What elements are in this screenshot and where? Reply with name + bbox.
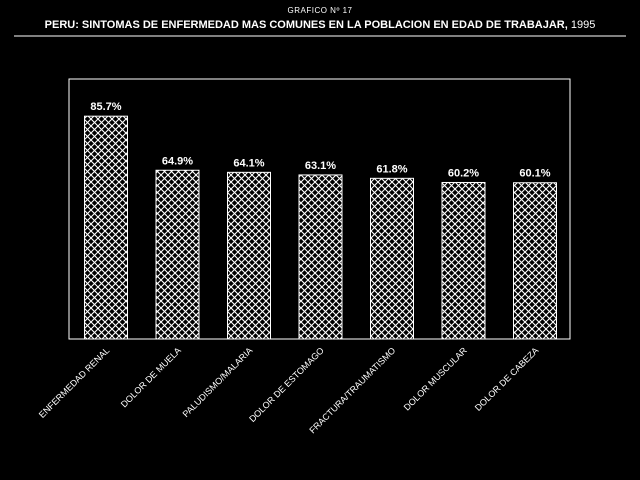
data-label-5: 61.8% xyxy=(376,163,407,175)
bar-1 xyxy=(84,115,128,340)
data-label-6: 60.2% xyxy=(448,167,479,179)
tick-label-7: DOLOR DE CABEZA xyxy=(473,345,541,413)
chart-title-main: PERU: SINTOMAS DE ENFERMEDAD MAS COMUNES… xyxy=(45,19,568,31)
tick-label-4: DOLOR DE ESTOMAGO xyxy=(247,345,326,424)
tick-label-6: DOLOR MUSCULAR xyxy=(402,345,470,413)
data-label-4: 63.1% xyxy=(305,160,336,172)
bars-layer xyxy=(84,115,557,340)
data-label-7: 60.1% xyxy=(519,168,550,180)
bar-3 xyxy=(227,171,271,340)
chart-supertitle: GRAFICO Nº 17 xyxy=(288,6,353,15)
chart-title-year: 1995 xyxy=(571,19,595,31)
bar-5 xyxy=(370,177,414,340)
tick-labels-layer: ENFERMEDAD RENAL DOLOR DE MUELAPALUDISMO/… xyxy=(37,345,541,435)
data-label-3: 64.1% xyxy=(233,157,264,169)
bar-4 xyxy=(298,174,343,340)
tick-label-2: DOLOR DE MUELA xyxy=(119,345,183,409)
tick-label-1: ENFERMEDAD RENAL xyxy=(37,345,112,420)
data-label-2: 64.9% xyxy=(162,155,193,167)
tick-label-5: FRACTURA/TRAUMATISMO xyxy=(307,345,397,435)
bar-6 xyxy=(441,181,486,340)
data-label-1: 85.7% xyxy=(90,101,121,113)
bar-2 xyxy=(155,169,200,340)
bar-7 xyxy=(513,182,557,340)
chart-title: PERU: SINTOMAS DE ENFERMEDAD MAS COMUNES… xyxy=(45,19,596,31)
tick-label-3: PALUDISMO/MALARIA xyxy=(181,345,255,419)
data-labels-layer: 85.7% 64.9% 64.1% 63.1% 61.8% 60.2% 60.1% xyxy=(90,101,550,180)
